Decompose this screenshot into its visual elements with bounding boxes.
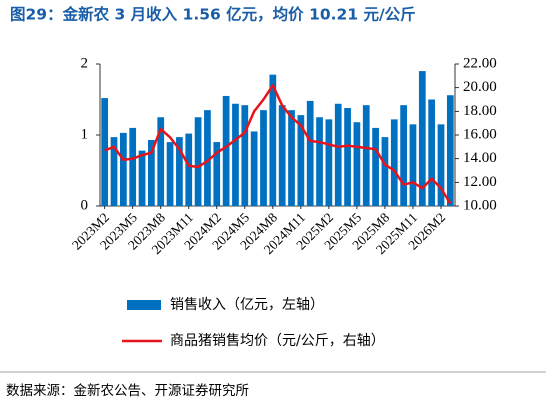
bar bbox=[297, 115, 305, 206]
bar bbox=[288, 110, 295, 206]
bar bbox=[241, 105, 249, 206]
bar bbox=[157, 117, 165, 206]
bar bbox=[232, 103, 239, 206]
source-note: 数据来源：金新农公告、开源证券研究所 bbox=[6, 383, 249, 399]
y2-tick-label: 22.00 bbox=[463, 55, 497, 71]
bar bbox=[138, 150, 146, 206]
bar bbox=[129, 127, 137, 206]
bar bbox=[213, 142, 221, 206]
bar bbox=[119, 132, 127, 206]
bar bbox=[306, 100, 314, 206]
legend-label: 销售收入（亿元，左轴） bbox=[170, 297, 324, 313]
bar bbox=[110, 137, 118, 206]
y2-tick-label: 12.00 bbox=[463, 174, 497, 190]
y2-tick-label: 20.00 bbox=[463, 79, 497, 95]
bar bbox=[334, 103, 342, 206]
bar bbox=[269, 74, 277, 207]
legend-label: 商品猪销售均价（元/公斤，右轴） bbox=[170, 333, 385, 349]
bar bbox=[148, 139, 155, 206]
bar bbox=[344, 108, 351, 206]
bar bbox=[278, 105, 286, 206]
price-line bbox=[104, 84, 452, 205]
bar bbox=[250, 131, 258, 206]
bar bbox=[166, 142, 174, 206]
bar bbox=[260, 110, 267, 206]
y2-tick-label: 10.00 bbox=[463, 197, 497, 213]
bar bbox=[204, 110, 211, 206]
y2-tick-label: 14.00 bbox=[463, 150, 497, 166]
bar bbox=[362, 105, 370, 206]
bar bbox=[381, 137, 389, 206]
bar bbox=[316, 117, 323, 206]
legend-swatch bbox=[127, 300, 161, 310]
y-tick-label: 0 bbox=[81, 197, 89, 213]
chart-title: 图29：金新农 3 月收入 1.56 亿元，均价 10.21 元/公斤 bbox=[10, 5, 416, 24]
bar bbox=[194, 117, 202, 206]
bar bbox=[390, 119, 398, 206]
bar bbox=[101, 98, 109, 206]
bar bbox=[222, 95, 230, 206]
bar bbox=[325, 119, 333, 206]
y-tick-label: 2 bbox=[81, 55, 89, 71]
bar bbox=[418, 71, 426, 206]
bar bbox=[400, 105, 407, 206]
y2-tick-label: 16.00 bbox=[463, 126, 497, 142]
bar bbox=[409, 124, 417, 206]
y2-tick-label: 18.00 bbox=[463, 103, 497, 119]
bar bbox=[185, 133, 193, 206]
y-tick-label: 1 bbox=[81, 126, 89, 142]
bar bbox=[446, 95, 454, 206]
bar bbox=[437, 124, 445, 206]
bar bbox=[176, 137, 183, 206]
bar bbox=[353, 122, 361, 206]
bar bbox=[428, 99, 436, 206]
bar bbox=[372, 127, 379, 206]
